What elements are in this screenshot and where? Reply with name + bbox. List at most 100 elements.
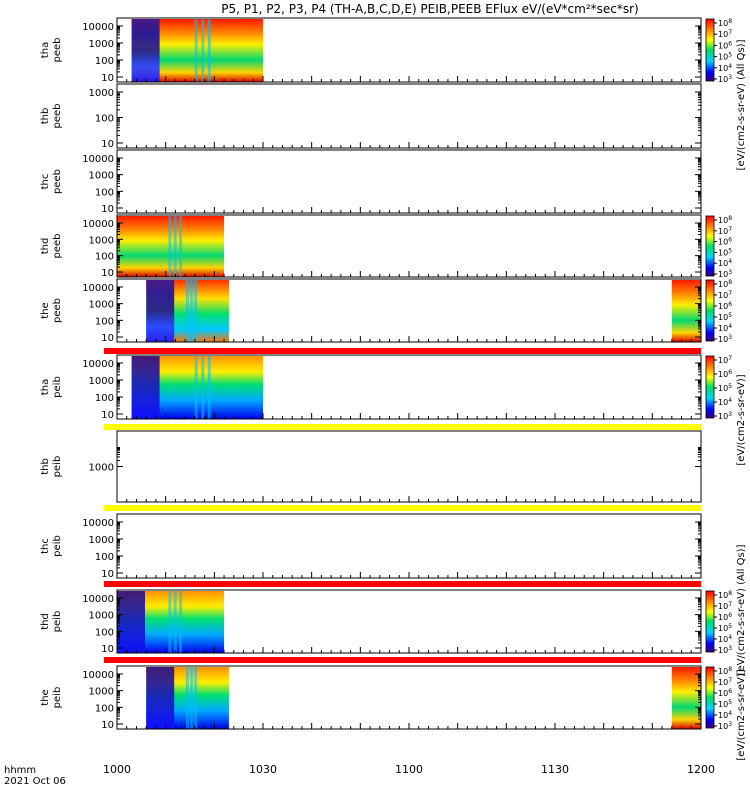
colorbar-tick-exponent: 4 bbox=[728, 258, 732, 265]
status-band-0 bbox=[104, 348, 701, 354]
colorbar-tick-exponent: 7 bbox=[728, 290, 732, 297]
y-tick-label: 1000 bbox=[89, 376, 114, 387]
y-tick-label: 10 bbox=[101, 268, 114, 279]
spectrogram-feature-stripe bbox=[207, 356, 211, 419]
colorbar-tick-label: 103 bbox=[718, 645, 732, 655]
time-axis-tick-label: 1130 bbox=[541, 763, 569, 776]
spectrogram-feature-stripe bbox=[185, 667, 189, 729]
panel-ylabel-probe: thc bbox=[40, 538, 51, 554]
spectrogram-feature-stripe bbox=[179, 216, 183, 277]
y-tick-label: 10 bbox=[101, 73, 114, 84]
colorbar-tick-label: 107 bbox=[718, 355, 732, 365]
colorbar-tick-label: 106 bbox=[718, 237, 732, 247]
colorbar-tick-exponent: 5 bbox=[728, 247, 732, 254]
spectrogram-feature-stripe bbox=[207, 19, 211, 82]
time-axis-tick-label: 1100 bbox=[395, 763, 423, 776]
panel-ylabel-quantity: peib bbox=[52, 456, 63, 478]
colorbar-units-label-mid: [eV/(cm2-s-sr-eV) (All Qs)] bbox=[736, 544, 747, 675]
panel-ylabel-quantity: peeb bbox=[52, 298, 63, 323]
panel-frame bbox=[116, 513, 702, 579]
panel-ylabel-probe: thb bbox=[40, 458, 51, 475]
y-tick-label: 10 bbox=[101, 644, 114, 655]
y-tick-label: 10000 bbox=[82, 283, 114, 294]
panel-ylabel-probe: the bbox=[40, 689, 51, 705]
y-tick-label: 100 bbox=[95, 552, 114, 563]
time-axis-label-hhmm: hhmm bbox=[4, 765, 36, 776]
colorbar-tick-label: 105 bbox=[718, 312, 732, 322]
y-tick-label: 100 bbox=[95, 627, 114, 638]
colorbar-tick-label: 108 bbox=[718, 590, 732, 600]
status-band-1 bbox=[104, 424, 701, 430]
status-band-3 bbox=[104, 581, 701, 587]
colorbar-tick-exponent: 4 bbox=[728, 397, 732, 404]
y-tick-label: 10 bbox=[101, 410, 114, 421]
y-tick-label: 100 bbox=[95, 187, 114, 198]
panel-ylabel-probe: thd bbox=[40, 613, 51, 630]
spectrogram-quiet-block bbox=[117, 591, 145, 653]
figure-title: P5, P1, P2, P3, P4 (TH-A,B,C,D,E) PEIB,P… bbox=[221, 2, 638, 16]
colorbar-tick-exponent: 6 bbox=[728, 40, 732, 47]
spectrogram-feature-stripe bbox=[173, 591, 177, 653]
colorbar-tick-exponent: 5 bbox=[728, 623, 732, 630]
y-tick-label: 10000 bbox=[82, 154, 114, 165]
colorbar-tick-label: 103 bbox=[718, 334, 732, 344]
spectrogram-quiet-block bbox=[131, 19, 160, 82]
colorbar bbox=[705, 18, 715, 82]
colorbar-tick-exponent: 6 bbox=[728, 237, 732, 244]
y-tick-label: 10 bbox=[101, 333, 114, 344]
colorbar-tick-exponent: 7 bbox=[728, 355, 732, 362]
colorbar-tick-exponent: 5 bbox=[728, 52, 732, 59]
y-tick-label: 100 bbox=[95, 393, 114, 404]
y-tick-label: 10000 bbox=[82, 518, 114, 529]
y-tick-label: 100 bbox=[95, 703, 114, 714]
panel-thb-peib: 1000 thb peib bbox=[40, 430, 702, 503]
panel-ylabel-quantity: peeb bbox=[52, 234, 63, 259]
colorbar-tick-label: 108 bbox=[718, 279, 732, 289]
colorbar-tick-label: 107 bbox=[718, 601, 732, 611]
y-tick-label: 1000 bbox=[89, 88, 114, 99]
status-band-2 bbox=[104, 505, 701, 511]
panel-ylabel-quantity: peib bbox=[52, 376, 63, 398]
panel-ylabel-quantity: peeb bbox=[52, 38, 63, 63]
colorbar-tick-exponent: 8 bbox=[728, 215, 732, 222]
colorbar-tick-exponent: 8 bbox=[728, 666, 732, 673]
status-bands bbox=[104, 348, 701, 663]
panel-ylabel-quantity: peeb bbox=[52, 169, 63, 194]
y-tick-label: 10 bbox=[101, 569, 114, 580]
colorbar-tick-exponent: 8 bbox=[728, 18, 732, 25]
spectrogram-feature-stripe bbox=[201, 19, 205, 82]
colorbar-tick-label: 107 bbox=[718, 290, 732, 300]
panel-thb-peeb: 10 100 1000 thb peeb bbox=[40, 83, 702, 150]
panel-frame bbox=[116, 149, 702, 214]
colorbar-tick-exponent: 8 bbox=[728, 590, 732, 597]
y-tick-label: 1000 bbox=[89, 39, 114, 50]
spectrogram-feature-stripe bbox=[194, 667, 198, 729]
y-tick-label: 10 bbox=[101, 204, 114, 215]
colorbar-tick-label: 105 bbox=[718, 699, 732, 709]
colorbar bbox=[705, 279, 715, 342]
colorbar-tick-exponent: 3 bbox=[728, 645, 732, 652]
panel-ylabel-quantity: peib bbox=[52, 687, 63, 709]
spectrogram-feature-stripe bbox=[194, 19, 198, 82]
spectrogram-quiet-block bbox=[131, 356, 160, 419]
colorbar-tick-label: 105 bbox=[718, 247, 732, 257]
colorbar-tick-exponent: 3 bbox=[728, 334, 732, 341]
colorbar bbox=[705, 355, 715, 419]
panel-frame bbox=[116, 430, 702, 503]
colorbar-tick-label: 107 bbox=[718, 677, 732, 687]
y-tick-label: 100 bbox=[95, 114, 114, 125]
colorbar-tick-label: 106 bbox=[718, 301, 732, 311]
colorbar-tick-exponent: 3 bbox=[728, 74, 732, 81]
colorbar-tick-label: 106 bbox=[718, 612, 732, 622]
spectrogram-block bbox=[671, 667, 701, 729]
spectrogram-feature-stripe bbox=[194, 280, 198, 342]
spectrogram-feature-stripe bbox=[179, 591, 183, 653]
colorbar-tick-label: 107 bbox=[718, 226, 732, 236]
spectrogram-feature-stripe bbox=[190, 280, 194, 342]
colorbar-tick-label: 105 bbox=[718, 52, 732, 62]
